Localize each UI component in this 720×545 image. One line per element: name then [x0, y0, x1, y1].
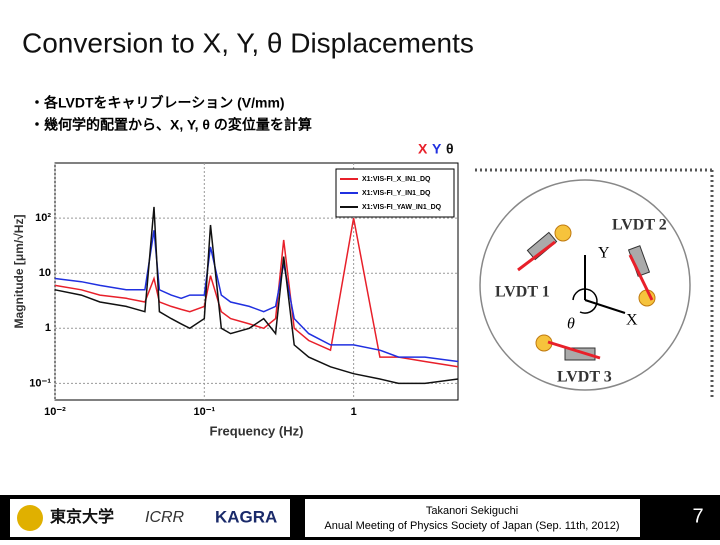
x-tick-label: 10⁻² [44, 406, 66, 418]
y-tick-label: 10 [39, 267, 51, 279]
page-number: 7 [692, 505, 703, 527]
bullet: ・幾何学的配置から、X, Y, θ の変位量を計算 [30, 117, 312, 133]
series-line [54, 206, 459, 385]
logo-icon [17, 505, 43, 531]
y-tick-label: 1 [45, 322, 51, 334]
legend-label: X1:VIS-FI_X_IN1_DQ [362, 176, 431, 183]
author: Takanori Sekiguchi [426, 505, 518, 517]
y-axis-label: Magnitude [μm/√Hz] [12, 215, 26, 329]
series-line [54, 230, 459, 363]
bullet: ・各LVDTをキャリブレーション (V/mm) [30, 95, 285, 111]
y-tick-label: 10² [35, 212, 51, 224]
diagram: LVDT 2 LVDT 1 LVDT 3 Y X θ [470, 165, 720, 400]
logo: ICRR [145, 509, 185, 526]
slide-title: Conversion to X, Y, θ Displacements [22, 27, 474, 58]
label: Y [598, 245, 610, 262]
chart: 10⁻¹ 1 10 10² 10⁻² 10⁻¹ 1 Frequency (Hz) Magnitu… [12, 141, 459, 438]
x-axis-label: Frequency (Hz) [210, 423, 304, 438]
magnet [554, 224, 572, 242]
arrow [517, 240, 556, 272]
event: Anual Meeting of Physics Society of Japa… [324, 520, 619, 532]
logo: KAGRA [215, 507, 277, 526]
annotation: θ [446, 141, 454, 157]
label: X [626, 312, 638, 329]
logo-box [10, 499, 290, 537]
axis-arrow [584, 299, 626, 314]
text-box [305, 499, 640, 537]
label: LVDT 2 [612, 217, 667, 234]
annotation: Y [432, 141, 442, 157]
arrow [628, 254, 654, 301]
y-tick-label: 10⁻¹ [29, 377, 51, 389]
footer: 東京大学 ICRR KAGRA Takanori Sekiguchi Anual… [0, 495, 720, 540]
x-tick-label: 10⁻¹ [193, 406, 215, 418]
logo: 東京大学 [50, 507, 114, 526]
legend-label: X1:VIS-FI_Y_IN1_DQ [362, 190, 431, 197]
x-tick-label: 1 [351, 406, 357, 418]
annotation: X [418, 141, 428, 157]
label: θ [567, 316, 575, 333]
label: LVDT 3 [557, 369, 612, 386]
legend-label: X1:VIS-FI_YAW_IN1_DQ [362, 204, 442, 211]
rotation-arrow [572, 288, 598, 314]
arrow [547, 340, 601, 360]
label: LVDT 1 [495, 284, 550, 301]
